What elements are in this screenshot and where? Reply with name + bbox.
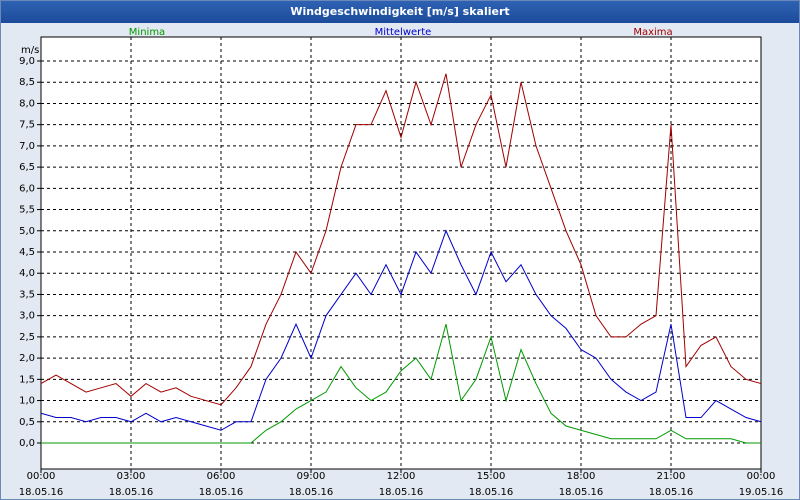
x-tick-date: 19.05.16 [739,487,784,498]
legend-mean: Mittelwerte [375,27,432,38]
y-tick-label: 8,5 [19,77,35,88]
x-tick-time: 00:00 [27,471,56,482]
series-line-max [40,73,762,406]
y-tick-label: 4,5 [19,247,35,258]
legend-max: Maxima [633,27,672,38]
series-line-min [41,324,761,444]
x-tick-date: 18.05.16 [379,487,424,498]
x-tick-time: 18:00 [567,471,596,482]
x-tick-time: 06:00 [207,471,236,482]
x-tick-time: 03:00 [117,471,146,482]
y-tick-label: 2,0 [19,353,35,364]
wind-speed-chart: 0,0 0,5 1,0 1,5 2,0 2,5 3,0 3,5 4,0 4,5 5,0 5,5 6,0 6… [1,23,799,499]
y-tick-label: 6,5 [19,162,35,173]
y-axis-label: m/s [21,45,39,56]
x-tick-time: 09:00 [297,471,326,482]
y-tick-label: 2,5 [19,332,35,343]
y-tick-label: 7,5 [19,120,35,131]
series-line-mean [40,229,762,431]
y-tick-label: 6,0 [19,183,35,194]
y-axis-ticks: 0,0 0,5 1,0 1,5 2,0 2,5 3,0 3,5 4,0 4,5 5,0 5,5 6,0 6… [19,56,41,449]
y-tick-label: 3,5 [19,289,35,300]
y-tick-label: 4,0 [19,268,35,279]
x-axis-ticks: 00:00 18.05.16 03:00 18.05.16 06:00 18.05.16 0… [19,469,784,498]
y-tick-label: 0,0 [19,438,35,449]
y-tick-label: 1,0 [19,396,35,407]
y-tick-label: 3,0 [19,311,35,322]
window-title: Windgeschwindigkeit [m/s] skaliert [1,1,799,23]
x-tick-date: 18.05.16 [199,487,244,498]
x-tick-time: 15:00 [477,471,506,482]
x-tick-date: 18.05.16 [109,487,154,498]
y-tick-label: 1,5 [19,374,35,385]
x-tick-date: 18.05.16 [19,487,64,498]
y-tick-label: 0,5 [19,417,35,428]
y-tick-label: 5,5 [19,205,35,216]
y-tick-label: 5,0 [19,226,35,237]
x-tick-date: 18.05.16 [289,487,334,498]
x-tick-time: 00:00 [747,471,776,482]
x-tick-time: 21:00 [657,471,686,482]
legend: Minima Mittelwerte Maxima [129,27,673,38]
x-tick-time: 12:00 [387,471,416,482]
data-series [40,73,762,444]
x-tick-date: 18.05.16 [559,487,604,498]
y-tick-label: 8,0 [19,98,35,109]
y-tick-label: 9,0 [19,56,35,67]
x-tick-date: 18.05.16 [469,487,514,498]
legend-min: Minima [129,27,165,38]
y-tick-label: 7,0 [19,141,35,152]
x-tick-date: 18.05.16 [649,487,694,498]
